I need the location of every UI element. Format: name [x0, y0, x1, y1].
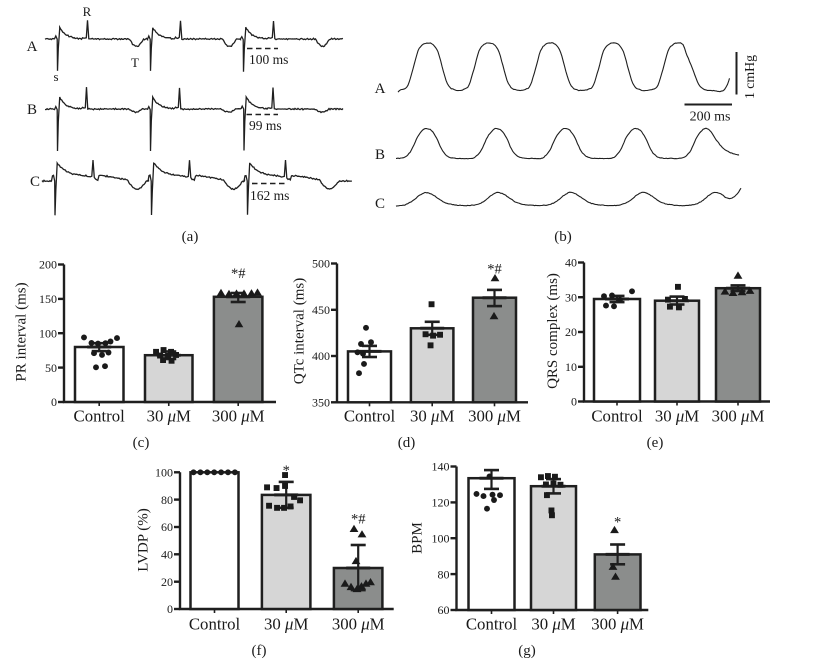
- svg-text:40: 40: [161, 548, 173, 562]
- svg-text:150: 150: [39, 292, 57, 306]
- svg-text:(d): (d): [398, 435, 416, 451]
- svg-text:100: 100: [39, 326, 57, 340]
- svg-text:10: 10: [565, 360, 577, 374]
- svg-text:99 ms: 99 ms: [249, 118, 282, 133]
- svg-text:(g): (g): [518, 643, 536, 659]
- svg-text:A: A: [27, 39, 38, 55]
- svg-text:40: 40: [565, 256, 577, 270]
- svg-text:30 μM: 30 μM: [147, 407, 191, 426]
- svg-text:Control: Control: [466, 615, 518, 634]
- svg-text:300 μM: 300 μM: [591, 615, 644, 634]
- svg-text:(a): (a): [182, 229, 199, 245]
- svg-text:Control: Control: [591, 407, 643, 426]
- svg-text:(b): (b): [554, 229, 572, 245]
- svg-text:200 ms: 200 ms: [690, 110, 731, 125]
- svg-text:50: 50: [45, 361, 57, 375]
- svg-text:PR interval (ms): PR interval (ms): [13, 282, 29, 381]
- svg-text:300 μM: 300 μM: [212, 407, 265, 426]
- svg-text:30 μM: 30 μM: [655, 407, 699, 426]
- svg-text:162 ms: 162 ms: [250, 188, 289, 203]
- svg-text:30 μM: 30 μM: [410, 407, 454, 426]
- svg-text:s: s: [53, 69, 58, 84]
- svg-text:1 cmHg: 1 cmHg: [742, 55, 757, 99]
- svg-text:60: 60: [438, 603, 450, 617]
- svg-text:30 μM: 30 μM: [264, 615, 308, 634]
- svg-text:300 μM: 300 μM: [468, 407, 521, 426]
- svg-text:C: C: [30, 174, 40, 190]
- svg-text:Control: Control: [74, 407, 126, 426]
- svg-text:30: 30: [565, 290, 577, 304]
- svg-text:A: A: [375, 81, 386, 97]
- svg-text:QRS complex (ms): QRS complex (ms): [545, 273, 561, 389]
- svg-text:*#: *#: [487, 262, 502, 278]
- svg-text:BPM: BPM: [410, 522, 426, 554]
- svg-text:*: *: [283, 463, 290, 479]
- svg-text:20: 20: [161, 575, 173, 589]
- svg-text:T: T: [131, 55, 139, 70]
- svg-text:60: 60: [161, 520, 173, 534]
- svg-text:100: 100: [432, 531, 450, 545]
- svg-text:*#: *#: [351, 512, 366, 528]
- svg-text:Control: Control: [344, 407, 396, 426]
- svg-text:20: 20: [565, 325, 577, 339]
- svg-text:120: 120: [432, 496, 450, 510]
- svg-text:B: B: [375, 147, 385, 163]
- svg-text:30 μM: 30 μM: [531, 615, 575, 634]
- svg-text:C: C: [375, 196, 385, 212]
- svg-text:300 μM: 300 μM: [712, 407, 765, 426]
- svg-text:0: 0: [571, 395, 577, 409]
- svg-text:200: 200: [39, 258, 57, 272]
- svg-text:100 ms: 100 ms: [249, 52, 288, 67]
- svg-text:350: 350: [312, 396, 330, 410]
- svg-text:450: 450: [312, 303, 330, 317]
- svg-text:B: B: [27, 102, 37, 118]
- svg-text:100: 100: [155, 466, 173, 480]
- svg-text:(f): (f): [252, 643, 267, 659]
- svg-text:(c): (c): [133, 435, 150, 451]
- svg-text:*#: *#: [231, 266, 246, 282]
- svg-text:QTc interval (ms): QTc interval (ms): [291, 278, 307, 384]
- svg-text:140: 140: [432, 460, 450, 474]
- svg-text:400: 400: [312, 349, 330, 363]
- svg-text:LVDP (%): LVDP (%): [136, 508, 152, 571]
- svg-text:0: 0: [51, 395, 57, 409]
- svg-text:R: R: [83, 4, 92, 19]
- svg-text:500: 500: [312, 257, 330, 271]
- svg-text:80: 80: [438, 567, 450, 581]
- svg-text:Control: Control: [189, 615, 241, 634]
- svg-text:300 μM: 300 μM: [332, 615, 385, 634]
- svg-text:(e): (e): [647, 435, 664, 451]
- svg-text:*: *: [614, 515, 621, 531]
- svg-text:0: 0: [167, 602, 173, 616]
- svg-text:80: 80: [161, 493, 173, 507]
